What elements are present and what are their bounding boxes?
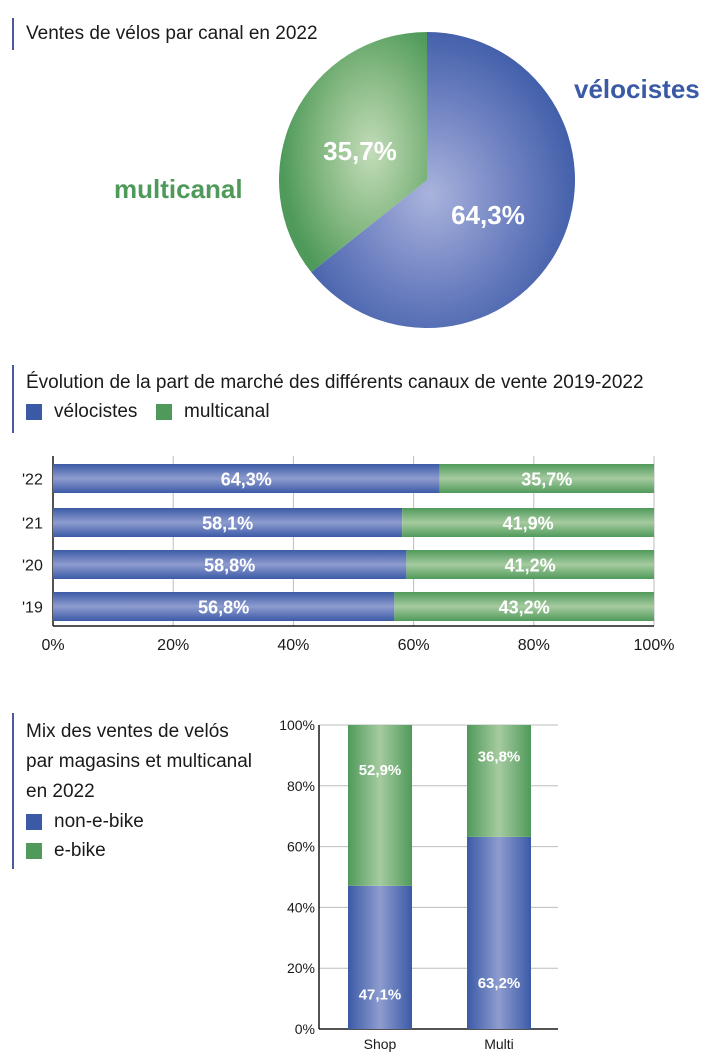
stack-title-line2: par magasins et multicanal	[26, 751, 252, 772]
h-bar-value-label: 35,7%	[521, 470, 572, 490]
v-bar-value-label: 52,9%	[359, 762, 402, 779]
v-tick-label: 20%	[287, 960, 315, 976]
pie-title: Ventes de vélos par canal en 2022	[26, 23, 318, 44]
pie-chart: 64,3% 35,7% vélocistes multicanal	[114, 32, 700, 329]
horizontal-bar-chart: 0% 20% 40% 60% 80% 100% '22 64,3% 35,7% '21 58,1% 4…	[22, 456, 674, 654]
v-tick-label: 60%	[287, 839, 315, 855]
legend-label-velocistes: vélocistes	[54, 401, 138, 422]
h-category-label: '20	[22, 558, 43, 575]
v-bar-value-label: 36,8%	[478, 748, 521, 765]
stack-title-line1: Mix des ventes de velós	[26, 721, 229, 742]
stack-legend-ebike: e-bike	[26, 840, 106, 862]
v-category-label: Multi	[484, 1036, 514, 1052]
h-bar-value-label: 43,2%	[499, 598, 550, 618]
h-tick-label: 80%	[518, 637, 550, 654]
v-bar-value-label: 47,1%	[359, 987, 402, 1004]
bars-title-accent	[12, 365, 14, 433]
h-tick-label: 20%	[157, 637, 189, 654]
legend-swatch-non-ebike	[26, 814, 42, 830]
v-bar-non-ebike	[348, 885, 412, 1029]
bars-title: Évolution de la part de marché des diffé…	[26, 372, 644, 393]
h-bar-multicanal	[394, 592, 654, 621]
v-tick-label: 80%	[287, 778, 315, 794]
v-bar-ebike	[348, 725, 412, 886]
bars-legend-multicanal: multicanal	[156, 401, 270, 423]
v-bar-ebike	[467, 725, 531, 837]
stack-legend-non-ebike: non-e-bike	[26, 811, 144, 833]
h-bar-value-label: 41,2%	[505, 556, 556, 576]
bars-legend-velocistes: vélocistes	[26, 401, 137, 423]
h-bar-multicanal	[402, 508, 654, 537]
pie-slice-velocistes	[311, 32, 575, 329]
h-bar-value-label: 56,8%	[198, 598, 249, 618]
legend-swatch-ebike	[26, 843, 42, 859]
h-tick-label: 100%	[634, 637, 675, 654]
legend-label-non-ebike: non-e-bike	[54, 811, 144, 832]
h-tick-label: 60%	[398, 637, 430, 654]
legend-swatch-velocistes	[26, 404, 42, 420]
pie-label-velocistes: vélocistes	[574, 74, 700, 104]
stack-title-accent	[12, 713, 14, 869]
pie-slice-multicanal	[279, 32, 427, 273]
h-category-label: '22	[22, 472, 43, 489]
legend-label-ebike: e-bike	[54, 840, 106, 861]
legend-label-multicanal: multicanal	[184, 401, 270, 422]
v-category-label: Shop	[364, 1036, 397, 1052]
h-tick-label: 40%	[277, 637, 309, 654]
h-bar-velocistes	[53, 592, 395, 621]
h-bar-velocistes	[53, 508, 403, 537]
v-tick-label: 0%	[295, 1021, 315, 1037]
h-tick-label: 0%	[41, 637, 64, 654]
pie-value-multicanal: 35,7%	[323, 136, 397, 166]
v-tick-label: 40%	[287, 899, 315, 915]
h-bar-value-label: 41,9%	[503, 514, 554, 534]
v-tick-label: 100%	[279, 717, 315, 733]
h-bar-value-label: 58,8%	[204, 556, 255, 576]
legend-swatch-multicanal	[156, 404, 172, 420]
h-bar-value-label: 64,3%	[221, 470, 272, 490]
pie-value-velocistes: 64,3%	[451, 200, 525, 230]
stacked-column-chart: 0% 20% 40% 60% 80% 100% Shop 47,1% 52,9% Multi 63,…	[279, 717, 558, 1052]
h-category-label: '21	[22, 516, 43, 533]
h-bar-velocistes	[53, 550, 407, 579]
v-bar-value-label: 63,2%	[478, 975, 521, 992]
h-bar-value-label: 58,1%	[202, 514, 253, 534]
pie-label-multicanal: multicanal	[114, 174, 243, 204]
pie-title-accent	[12, 18, 14, 50]
h-bar-multicanal	[406, 550, 654, 579]
h-bar-multicanal	[439, 464, 654, 493]
h-category-label: '19	[22, 600, 43, 617]
h-bar-velocistes	[53, 464, 440, 493]
v-bar-non-ebike	[467, 836, 531, 1029]
stack-title-line3: en 2022	[26, 781, 95, 802]
